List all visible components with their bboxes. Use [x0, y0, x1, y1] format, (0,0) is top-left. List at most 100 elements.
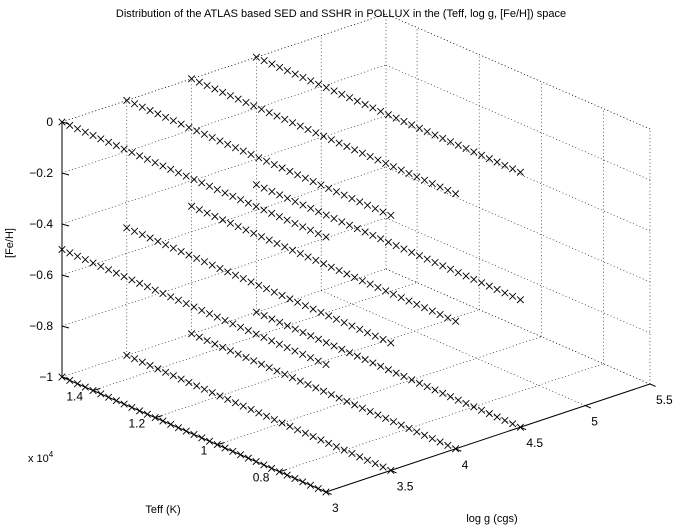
- data-point: [104, 266, 113, 274]
- data-point: [216, 264, 224, 273]
- data-point: [369, 231, 377, 240]
- data-point: [123, 351, 131, 360]
- data-point: [247, 150, 255, 159]
- data-point: [439, 134, 447, 142]
- data-point: [327, 136, 335, 144]
- x-tick-label: 3.5: [397, 479, 414, 493]
- data-point: [356, 453, 364, 461]
- data-point: [216, 392, 224, 400]
- data-point: [143, 155, 152, 163]
- grid-line: [279, 363, 604, 472]
- data-point: [314, 229, 322, 238]
- data-point: [423, 255, 431, 263]
- data-point: [345, 349, 354, 357]
- data-point: [234, 222, 242, 231]
- data-point: [307, 204, 315, 212]
- data-point: [451, 190, 460, 198]
- data-point: [322, 488, 330, 496]
- data-point: [509, 165, 517, 173]
- data-point: [345, 94, 354, 102]
- data-point: [81, 256, 89, 264]
- data-point: [314, 357, 322, 365]
- data-point: [470, 148, 478, 156]
- data-point: [307, 77, 315, 85]
- data-point: [509, 292, 517, 300]
- data-point: [268, 464, 276, 472]
- data-point: [231, 271, 240, 279]
- data-point: [444, 441, 452, 450]
- data-point: [338, 218, 346, 226]
- data-point: [335, 394, 343, 402]
- data-point: [485, 155, 493, 163]
- data-point: [330, 342, 338, 350]
- data-point: [327, 263, 335, 271]
- data-point: [97, 135, 105, 143]
- data-point: [413, 173, 421, 181]
- data-point: [268, 337, 276, 345]
- data-point: [332, 443, 341, 451]
- data-point: [151, 286, 159, 294]
- data-point: [159, 162, 167, 170]
- data-point: [420, 304, 429, 312]
- y-axis-label: Teff (K): [145, 504, 180, 516]
- data-point: [265, 109, 273, 117]
- data-point: [213, 186, 221, 194]
- data-point: [268, 315, 276, 323]
- data-point: [330, 214, 338, 223]
- y-multiplier-exponent: 4: [49, 450, 54, 459]
- data-point: [444, 314, 452, 322]
- data-point: [299, 73, 307, 82]
- data-point: [314, 208, 323, 216]
- data-point: [242, 98, 250, 107]
- data-point: [314, 484, 322, 493]
- data-point: [384, 111, 393, 119]
- data-point: [283, 216, 291, 224]
- data-point: [231, 399, 240, 407]
- data-point: [151, 413, 159, 422]
- grid-line: [61, 268, 387, 378]
- data-point: [509, 420, 517, 428]
- data-point: [112, 397, 120, 405]
- data-point: [229, 320, 237, 328]
- data-point: [387, 211, 395, 220]
- data-point: [322, 233, 330, 241]
- data-point: [377, 235, 385, 243]
- axes: [61, 121, 656, 495]
- data-point: [379, 335, 387, 344]
- data-point: [299, 478, 307, 486]
- data-point: [397, 166, 405, 174]
- data-point: [154, 365, 162, 373]
- data-point: [371, 332, 379, 340]
- data-point: [66, 249, 74, 257]
- data-point: [213, 313, 221, 321]
- data-point: [477, 406, 486, 414]
- data-point: [242, 226, 250, 234]
- data-point: [309, 305, 317, 313]
- data-point: [224, 395, 232, 403]
- data-point: [195, 333, 203, 341]
- data-point: [73, 125, 82, 133]
- data-point: [120, 145, 128, 153]
- data-point: [299, 328, 307, 337]
- data-point: [322, 360, 330, 369]
- data-point: [226, 92, 235, 100]
- grid-line: [61, 115, 387, 225]
- data-point: [288, 246, 297, 254]
- data-point: [81, 128, 89, 136]
- data-point: [221, 316, 229, 325]
- data-point: [270, 161, 278, 169]
- data-point: [317, 308, 325, 317]
- data-point: [283, 471, 291, 479]
- data-point: [203, 209, 211, 217]
- data-point: [374, 283, 382, 292]
- data-point: [291, 197, 299, 206]
- data-point: [252, 202, 260, 211]
- x-tick: [649, 383, 656, 387]
- data-point: [309, 177, 317, 186]
- data-point: [224, 140, 232, 148]
- data-point: [211, 85, 219, 93]
- data-point: [338, 90, 346, 99]
- data-point: [143, 283, 152, 291]
- y-tick-label: 0.8: [253, 471, 270, 485]
- data-point: [257, 105, 266, 113]
